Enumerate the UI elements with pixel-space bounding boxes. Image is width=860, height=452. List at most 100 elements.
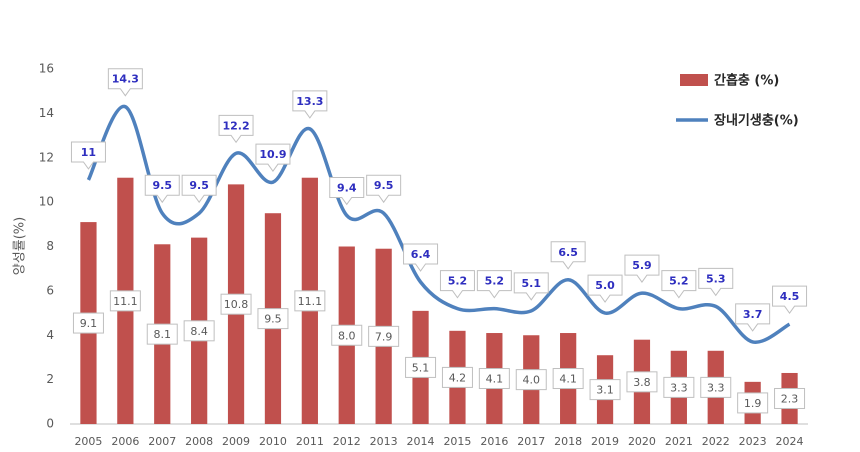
line-value-label: 4.5 [780,290,800,303]
bar-value-label: 3.1 [596,384,614,397]
label-box [257,308,289,330]
label-box [72,312,104,334]
bar-value-label: 3.8 [633,376,651,389]
y-tick-label: 0 [46,417,54,431]
line-value-label: 11 [81,146,96,159]
x-tick-label: 2011 [296,435,324,448]
label-box [183,320,215,342]
bar-value-label: 4.2 [449,371,467,384]
callout [735,303,771,332]
label-box [368,325,400,347]
bar-value-label: 3.3 [670,381,688,394]
legend-label: 간흡충 (%) [714,73,779,89]
x-tick-label: 2020 [628,435,656,448]
x-tick-label: 2009 [222,435,250,448]
label-box [109,290,141,312]
bar-value-label: 4.0 [523,374,541,387]
label-box [552,368,584,390]
x-tick-label: 2019 [591,435,619,448]
label-box [774,387,806,409]
x-tick-label: 2023 [739,435,767,448]
line [86,104,791,344]
bar-value-label: 3.3 [707,381,725,394]
bar-value-label: 10.8 [224,298,249,311]
line-value-label: 6.5 [558,246,578,259]
line-value-label: 5.9 [632,259,652,272]
line-value-label: 5.0 [595,279,615,292]
bar-value-label: 11.1 [113,295,138,308]
x-tick-label: 2005 [74,435,102,448]
callout [698,267,734,297]
x-tick-label: 2018 [554,435,582,448]
x-tick-label: 2007 [148,435,176,448]
x-tick-label: 2024 [776,435,804,448]
label-box [331,324,363,346]
y-axis-label: 양성률(%) [13,217,28,275]
x-tick-label: 2012 [333,435,361,448]
line-value-label: 5.2 [485,275,505,288]
label-box [700,376,732,398]
bar-value-label: 8.4 [190,325,208,338]
bar-value-label: 4.1 [486,373,504,386]
y-tick-label: 10 [39,195,54,209]
line-value-label: 5.2 [448,275,468,288]
label-box [478,368,510,390]
callout [144,174,180,204]
bar-value-label: 2.3 [781,392,799,405]
line-value-label: 9.5 [189,179,209,192]
x-tick-label: 2010 [259,435,287,448]
callout [70,141,106,170]
callout [513,272,549,301]
callout [107,68,143,97]
callout [661,270,697,299]
bar-value-label: 4.1 [559,373,577,386]
bar-value-label: 8.1 [154,328,172,341]
x-tick-label: 2016 [480,435,508,448]
callout [255,143,291,173]
label-box [515,369,547,391]
callout [329,176,365,206]
callout [550,241,586,270]
bar-value-label: 7.9 [375,330,393,343]
line-value-label: 3.7 [743,308,763,321]
line-value-label: 9.4 [337,181,357,194]
label-box [589,379,621,401]
bar-value-label: 11.1 [298,295,323,308]
x-tick-label: 2013 [370,435,398,448]
y-tick-label: 12 [39,150,54,164]
label-box [220,293,252,315]
bar-value-label: 9.5 [264,313,282,326]
callout [403,243,439,272]
x-tick-label: 2014 [407,435,435,448]
label-box [294,290,326,312]
y-tick-label: 14 [39,106,54,120]
y-tick-label: 4 [46,328,54,342]
y-tick-label: 6 [46,283,54,297]
bar-value-label: 5.1 [412,361,430,374]
line-value-label: 5.1 [522,277,542,290]
label-box [737,392,769,414]
x-tick-label: 2006 [111,435,139,448]
callout [772,285,808,315]
x-tick-label: 2008 [185,435,213,448]
line-value-label: 6.4 [411,248,431,261]
x-tick-label: 2015 [443,435,471,448]
x-tick-label: 2017 [517,435,545,448]
label-box [663,376,695,398]
label-box [626,371,658,393]
callout [624,254,660,283]
y-tick-label: 2 [46,372,54,386]
bar-value-label: 1.9 [744,397,762,410]
callout [292,90,328,119]
label-box [405,356,437,378]
bar-value-label: 9.1 [80,317,98,330]
callout [218,114,254,144]
callout [439,270,475,299]
y-tick-label: 16 [39,62,54,76]
x-tick-label: 2021 [665,435,693,448]
line-value-label: 9.5 [374,179,394,192]
x-tick-label: 2022 [702,435,730,448]
line-value-label: 12.2 [222,119,249,132]
legend-swatch [680,74,708,86]
